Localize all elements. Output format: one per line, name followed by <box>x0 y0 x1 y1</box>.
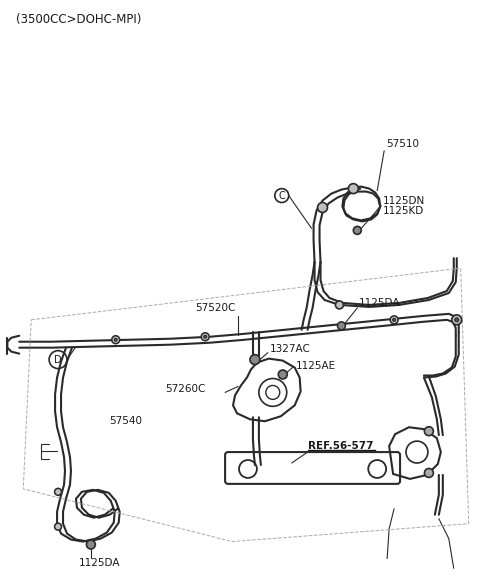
Circle shape <box>204 335 207 338</box>
Text: 57540: 57540 <box>109 416 142 426</box>
Text: (3500CC>DOHC-MPI): (3500CC>DOHC-MPI) <box>16 13 142 26</box>
Circle shape <box>112 336 120 344</box>
Circle shape <box>424 427 433 436</box>
Text: REF.56-577: REF.56-577 <box>308 441 373 451</box>
Circle shape <box>336 301 343 309</box>
Circle shape <box>455 318 459 322</box>
Circle shape <box>86 540 96 549</box>
Text: 1125KD: 1125KD <box>383 206 424 216</box>
Text: 1125DN: 1125DN <box>383 195 425 206</box>
Circle shape <box>201 333 209 340</box>
Circle shape <box>250 354 260 364</box>
Circle shape <box>337 322 346 330</box>
Text: 1327AC: 1327AC <box>270 343 311 354</box>
Text: 1125DA: 1125DA <box>79 559 120 568</box>
Text: D: D <box>54 354 62 364</box>
Circle shape <box>278 370 287 379</box>
Text: 1125AE: 1125AE <box>296 360 336 371</box>
Circle shape <box>353 226 361 234</box>
Circle shape <box>318 202 327 212</box>
Circle shape <box>55 489 61 496</box>
Text: C: C <box>278 191 285 201</box>
Text: 57260C: 57260C <box>166 384 206 395</box>
Circle shape <box>390 316 398 324</box>
Circle shape <box>424 469 433 477</box>
Circle shape <box>348 184 358 194</box>
Text: 1125DA: 1125DA <box>360 298 401 308</box>
Circle shape <box>393 318 396 321</box>
Circle shape <box>55 523 61 530</box>
Text: 57510: 57510 <box>386 139 419 149</box>
Circle shape <box>452 315 462 325</box>
Circle shape <box>114 338 117 341</box>
Text: 57520C: 57520C <box>195 303 236 313</box>
